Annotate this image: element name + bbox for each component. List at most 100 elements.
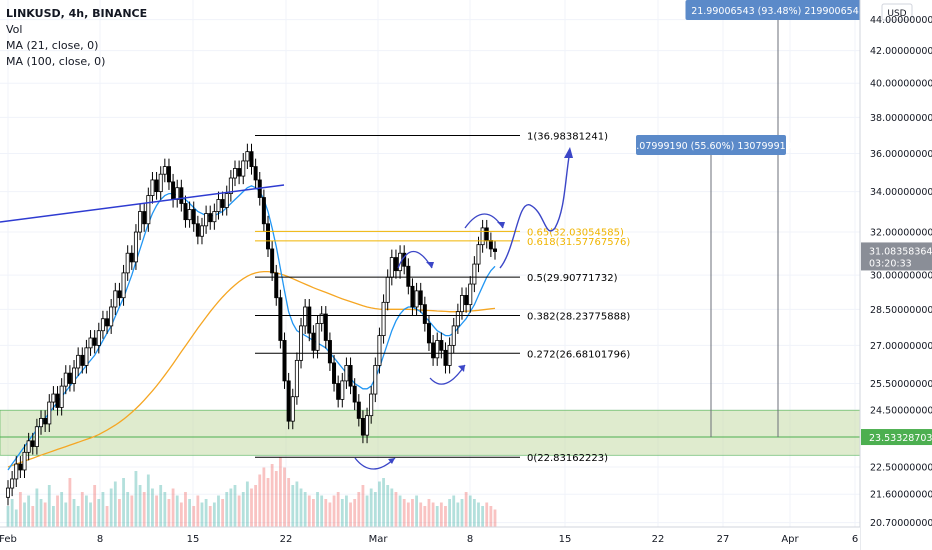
price-tick-label: 24.50000000 [870,406,932,417]
drawing-layer[interactable] [0,147,573,470]
candle-body [249,151,254,167]
candle-body [22,451,27,471]
candle-body [195,223,200,237]
candle-body [175,187,180,200]
volume-bar [245,481,249,527]
candle-body [435,340,440,359]
candle-body [431,342,436,359]
volume-bar [415,495,418,527]
volume-bar [6,506,10,527]
current-price-badge[interactable] [861,242,932,271]
price-tick-label: 25.50000000 [870,379,932,390]
support-price-badge[interactable] [861,429,932,446]
candle-body [282,340,287,382]
candle-body [385,276,390,303]
candle-body [125,252,130,274]
candle-body [63,372,68,387]
volume-bar [270,464,274,527]
volume-bar [419,502,423,527]
moving-average-layer [7,185,496,471]
volume-bar [179,502,183,527]
ma100-indicator-label[interactable]: MA (100, close, 0) [6,55,106,68]
volume-bar [192,506,196,527]
volume-bar [68,478,72,527]
candle-body [245,151,250,162]
candle-body [183,203,188,221]
projection-layer[interactable]: 21.99006543 (93.48%) 2199006543 13.079991… [624,0,871,438]
time-tick-label: 8 [97,534,103,545]
candle-body [464,295,469,306]
candle-body [373,365,378,395]
candle-body [340,380,345,400]
fibonacci-layer[interactable]: 1.618(45.72986594) 1(36.98381241) 0.65(32.… [255,0,630,464]
volume-bar [468,495,472,527]
volume-bar [320,495,324,527]
currency-badge[interactable] [881,3,913,21]
candle-body [80,354,85,366]
price-tick-label: 36.00000000 [870,149,932,160]
volume-bar [142,492,146,527]
candle-body [14,463,19,480]
candle-body [290,396,295,422]
volume-bar [31,506,35,527]
fib-level-label: 0.382(28.23775888) [527,311,630,322]
candle-body [138,211,143,233]
volume-bar [357,492,361,527]
candle-body [278,297,283,341]
volume-bar [477,502,480,527]
ma21-indicator-label[interactable]: MA (21, close, 0) [6,39,99,52]
volume-bar [266,478,270,527]
volume-bar [146,474,150,527]
candle-body [26,440,31,453]
price-tick-label: 38.00000000 [870,113,932,124]
volume-bar [340,499,344,527]
candle-body [237,168,242,177]
projection-callout[interactable] [636,135,786,155]
candle-body [336,383,341,400]
volume-bar [439,502,443,527]
volume-bar [167,499,171,527]
volume-bar [171,488,175,527]
symbol-title[interactable]: LINKUSD, 4h, BINANCE [6,7,148,20]
volume-bar [233,485,237,527]
candle-body [365,415,370,436]
volume-bar [489,506,493,527]
candle-body [76,354,81,369]
price-tick-label: 30.00000000 [870,271,932,282]
time-tick-label: 6 [852,534,858,545]
volume-bar [35,488,39,527]
volume-bar [23,502,26,527]
volume-bar [386,485,390,527]
volume-bar [60,492,64,527]
candle-body [88,337,93,349]
fib-level-label: 1.618(45.72986594) [527,0,630,1]
trend-line[interactable] [0,184,285,223]
volume-indicator-label[interactable]: Vol [6,23,23,36]
candle-body [208,213,213,223]
volume-bar [229,488,233,527]
candle-body [187,209,192,221]
volume-bar [464,492,468,527]
candle-body [212,211,217,223]
volume-bar [299,488,303,527]
volume-bar [250,488,253,527]
volume-bar [452,495,456,527]
candle-body [468,283,473,306]
volume-bar [295,481,299,527]
candle-body [451,325,456,346]
candle-body [476,244,481,265]
volume-bar [43,502,47,527]
volume-bar [287,478,291,527]
volume-bar [118,499,121,527]
volume-bar [406,502,410,527]
candle-body [199,225,204,237]
projection-callout[interactable] [685,0,871,20]
fib-level-label: 0.272(26.68101796) [527,349,630,360]
volume-bar [18,492,22,527]
candle-body [51,393,56,403]
volume-bar [291,485,295,527]
volume-bar [394,492,398,527]
ma21-line [7,185,496,471]
